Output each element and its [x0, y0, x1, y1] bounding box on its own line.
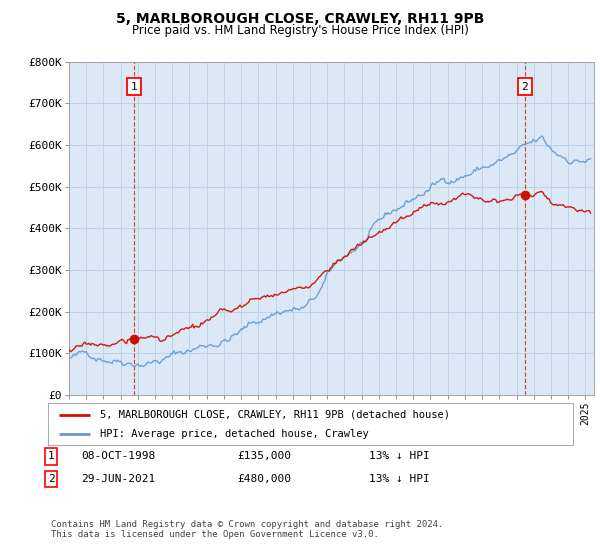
- Text: 13% ↓ HPI: 13% ↓ HPI: [369, 474, 430, 484]
- Text: 1: 1: [47, 451, 55, 461]
- Text: 29-JUN-2021: 29-JUN-2021: [81, 474, 155, 484]
- Text: 5, MARLBOROUGH CLOSE, CRAWLEY, RH11 9PB (detached house): 5, MARLBOROUGH CLOSE, CRAWLEY, RH11 9PB …: [101, 409, 451, 419]
- Text: £135,000: £135,000: [237, 451, 291, 461]
- Text: 1: 1: [131, 82, 137, 92]
- Text: Contains HM Land Registry data © Crown copyright and database right 2024.
This d: Contains HM Land Registry data © Crown c…: [51, 520, 443, 539]
- Text: 5, MARLBOROUGH CLOSE, CRAWLEY, RH11 9PB: 5, MARLBOROUGH CLOSE, CRAWLEY, RH11 9PB: [116, 12, 484, 26]
- Text: 08-OCT-1998: 08-OCT-1998: [81, 451, 155, 461]
- Text: 2: 2: [47, 474, 55, 484]
- Text: 13% ↓ HPI: 13% ↓ HPI: [369, 451, 430, 461]
- Text: 2: 2: [521, 82, 529, 92]
- Text: £480,000: £480,000: [237, 474, 291, 484]
- Text: HPI: Average price, detached house, Crawley: HPI: Average price, detached house, Craw…: [101, 429, 369, 439]
- Text: Price paid vs. HM Land Registry's House Price Index (HPI): Price paid vs. HM Land Registry's House …: [131, 24, 469, 36]
